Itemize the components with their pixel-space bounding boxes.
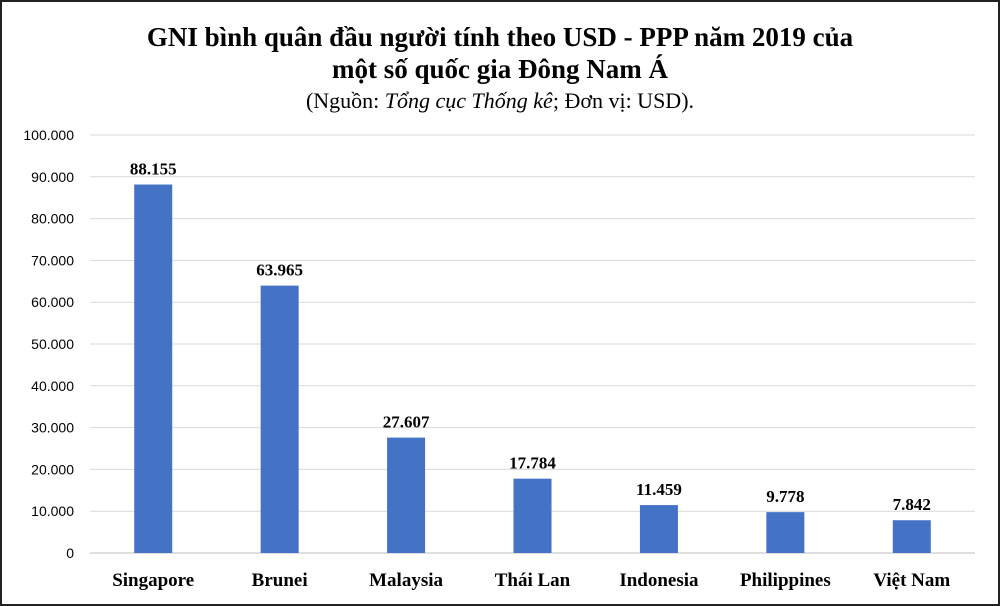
y-tick-label: 80.000	[31, 211, 74, 227]
chart-title-line2: một số quốc gia Đông Nam Á	[331, 54, 668, 84]
x-category-label: Việt Nam	[873, 570, 950, 591]
y-tick-label: 20.000	[31, 461, 74, 477]
y-tick-label: 0	[66, 545, 74, 561]
data-label: 7.842	[893, 495, 931, 514]
data-label: 88.155	[130, 160, 177, 179]
data-label: 11.459	[636, 480, 682, 499]
subtitle-part1: (Nguồn:	[305, 88, 385, 113]
bar-việt-nam	[892, 520, 931, 553]
bar-brunei	[260, 285, 299, 553]
bar-malaysia	[387, 437, 426, 553]
x-category-label: Philippines	[740, 570, 831, 591]
x-category-label: Indonesia	[619, 570, 699, 591]
x-category-label: Singapore	[112, 570, 194, 591]
bar-thái-lan	[513, 478, 552, 553]
bar-indonesia	[639, 505, 678, 553]
y-tick-label: 70.000	[31, 252, 74, 268]
x-category-label: Malaysia	[369, 570, 443, 591]
x-category-label: Thái Lan	[495, 570, 571, 591]
y-tick-label: 30.000	[31, 420, 74, 436]
y-tick-label: 60.000	[31, 294, 74, 310]
subtitle-part3: ; Đơn vị: USD).	[552, 88, 695, 113]
subtitle-source: Tổng cục Thống kê	[384, 88, 553, 113]
x-category-label: Brunei	[252, 570, 308, 591]
y-tick-label: 40.000	[31, 378, 74, 394]
data-label: 63.965	[256, 261, 303, 280]
y-tick-label: 100.000	[23, 127, 74, 143]
bar-philippines	[766, 512, 805, 553]
chart-title-line1: GNI bình quân đầu người tính theo USD - …	[146, 22, 854, 52]
data-label: 9.778	[766, 487, 804, 506]
y-tick-label: 50.000	[31, 336, 74, 352]
data-label: 27.607	[383, 413, 430, 432]
chart-subtitle: (Nguồn: Tổng cục Thống kê; Đơn vị: USD).	[2, 88, 998, 114]
bar-singapore	[134, 184, 173, 554]
y-tick-label: 90.000	[31, 169, 74, 185]
data-label: 17.784	[509, 454, 556, 473]
y-tick-label: 10.000	[31, 503, 74, 519]
